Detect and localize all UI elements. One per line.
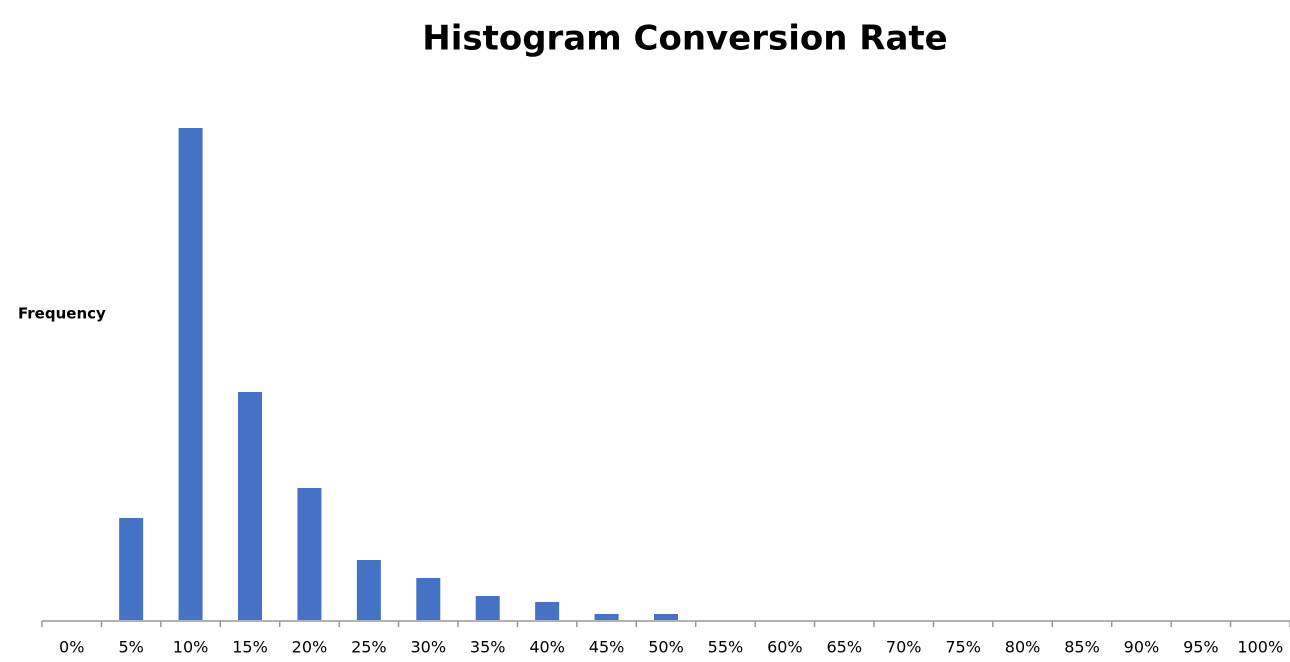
x-tick-label: 60% (767, 638, 803, 657)
x-tick-label: 80% (1005, 638, 1041, 657)
x-tick-label: 55% (708, 638, 744, 657)
y-axis-label: Frequency (18, 305, 106, 323)
x-tick-label: 15% (232, 638, 268, 657)
bar (475, 596, 500, 620)
bar (356, 560, 381, 620)
bar (119, 518, 144, 620)
bar (416, 578, 441, 620)
chart-title: Histogram Conversion Rate (422, 19, 948, 59)
bar (297, 488, 322, 620)
bar (654, 614, 678, 620)
x-tick-label: 85% (1064, 638, 1100, 657)
x-tick-label: 50% (648, 638, 684, 657)
bar (535, 602, 560, 620)
x-tick-label: 30% (411, 638, 447, 657)
x-tick-label: 40% (529, 638, 565, 657)
x-tick-label: 25% (351, 638, 387, 657)
x-tick-label: 20% (292, 638, 328, 657)
bar (238, 392, 262, 620)
x-tick-label: 65% (827, 638, 863, 657)
bar (594, 614, 619, 620)
x-tick-label: 90% (1124, 638, 1160, 657)
x-tick-label: 95% (1183, 638, 1219, 657)
x-tick-label: 100% (1237, 638, 1283, 657)
x-tick-label: 75% (945, 638, 981, 657)
bar (178, 128, 203, 620)
x-tick-label: 0% (59, 638, 84, 657)
x-tick-label: 10% (173, 638, 209, 657)
x-tick-label: 35% (470, 638, 506, 657)
x-tick-label: 70% (886, 638, 922, 657)
x-tick-label: 45% (589, 638, 625, 657)
x-tick-label: 5% (118, 638, 143, 657)
